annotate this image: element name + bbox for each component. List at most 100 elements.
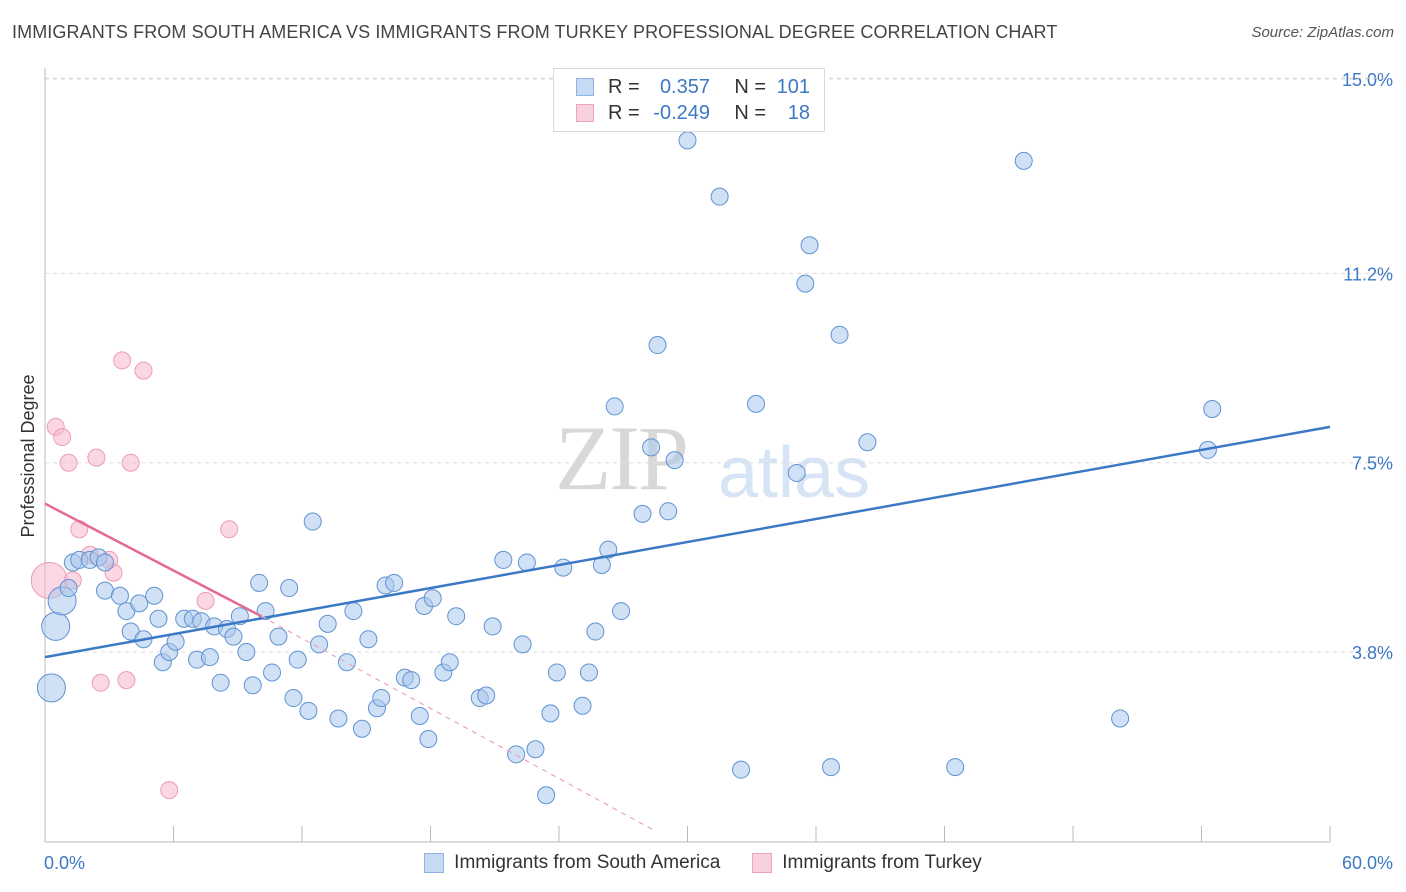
south-america-point [494, 550, 513, 569]
south-america-point [237, 643, 256, 661]
south-america-point [665, 451, 684, 470]
south-america-point [149, 609, 168, 628]
south-america-point [710, 187, 729, 206]
legend-n-label: N = [734, 75, 766, 98]
south-america-point [447, 607, 466, 626]
south-america-point [586, 622, 605, 641]
south-america-point [410, 706, 429, 725]
south-america-point [821, 758, 840, 777]
y-axis-label: Professional Degree [18, 374, 38, 537]
turkey-point [160, 781, 179, 800]
south-america-point [946, 758, 965, 777]
series-legend-south-america[interactable]: Immigrants from South America [424, 852, 720, 874]
legend-row-turkey: R = -0.249 N = 18 [576, 101, 810, 125]
south-america-point [284, 689, 303, 708]
south-america-point [732, 760, 751, 779]
south-america-point [830, 325, 849, 344]
south-america-point [95, 581, 114, 600]
south-america-point [145, 586, 164, 605]
south-america-point [211, 673, 230, 692]
legend-n-value: 101 [776, 75, 810, 98]
legend-row-south-america: R = 0.357 N = 101 [576, 75, 810, 99]
south-america-point [612, 602, 631, 621]
turkey-point [196, 591, 215, 610]
south-america-point [36, 673, 66, 703]
south-america-point [541, 704, 560, 723]
south-america-point [526, 740, 545, 759]
south-america-point [858, 433, 877, 452]
south-america-point [547, 663, 566, 682]
legend-r-value: 0.357 [659, 75, 710, 98]
turkey-point [117, 671, 136, 690]
south-america-point [337, 653, 356, 672]
south-america-point [110, 586, 129, 605]
chart-title: IMMIGRANTS FROM SOUTH AMERICA VS IMMIGRA… [12, 22, 1058, 42]
south-america-point [318, 614, 337, 633]
south-america-point [1203, 399, 1222, 418]
series-legend: Immigrants from South America Immigrants… [0, 852, 1406, 874]
south-america-point [678, 131, 697, 150]
south-america-point [372, 689, 391, 708]
south-america-point [280, 579, 299, 598]
south-america-point [642, 438, 661, 457]
south-america-point [787, 463, 806, 482]
series-swatch-blue [424, 853, 445, 873]
south-america-point [200, 648, 219, 667]
legend-n-value: 18 [787, 101, 810, 124]
south-america-point [288, 650, 307, 669]
south-america-point [352, 719, 371, 738]
series-legend-turkey[interactable]: Immigrants from Turkey [752, 852, 982, 874]
turkey-point [53, 428, 72, 447]
south-america-point [419, 729, 438, 748]
legend-r-label: R = [608, 75, 640, 98]
south-america-point [303, 512, 322, 531]
turkey-point [134, 361, 153, 380]
south-america-point [483, 617, 502, 636]
south-america-point [224, 627, 243, 646]
x-tick-label-max: 60.0% [1342, 853, 1393, 873]
legend-r-label: R = [608, 101, 640, 124]
turkey-point [59, 453, 78, 472]
turkey-point [87, 448, 106, 467]
turkey-point [91, 673, 110, 692]
south-america-point [310, 635, 329, 654]
y-tick-label: 11.2% [1343, 264, 1393, 284]
south-america-point [402, 671, 421, 690]
south-america-point [95, 553, 114, 572]
series-legend-label: Immigrants from South America [454, 852, 721, 873]
legend-r-value: -0.249 [653, 101, 710, 124]
south-america-point [440, 653, 459, 672]
x-tick-label-min: 0.0% [44, 853, 85, 873]
legend-swatch-blue [576, 78, 594, 96]
turkey-trendline-extension [261, 615, 656, 832]
south-america-trendline [44, 425, 1331, 659]
legend-swatch-pink [576, 104, 594, 122]
south-america-point [269, 627, 288, 646]
south-america-point [747, 394, 766, 413]
legend-n-label: N = [734, 101, 766, 124]
south-america-point [633, 504, 652, 523]
south-america-point [299, 701, 318, 720]
source-label: Source: ZipAtlas.com [1251, 24, 1394, 41]
y-tick-label: 15.0% [1342, 70, 1393, 90]
turkey-point [113, 351, 132, 370]
south-america-point [329, 709, 348, 728]
y-tick-label: 7.5% [1352, 454, 1393, 474]
south-america-point [573, 696, 592, 715]
south-america-point [599, 540, 618, 559]
south-america-point [1111, 709, 1130, 728]
series-legend-label: Immigrants from Turkey [782, 852, 982, 873]
south-america-point [243, 676, 262, 695]
south-america-point [507, 745, 526, 764]
south-america-point [359, 630, 378, 649]
south-america-point [659, 502, 678, 521]
south-america-point [554, 558, 573, 577]
turkey-point [220, 520, 239, 539]
south-america-point [130, 594, 149, 613]
south-america-point [41, 611, 71, 641]
south-america-point [344, 602, 363, 621]
south-america-point [800, 236, 819, 255]
south-america-point [517, 553, 536, 572]
south-america-point [796, 274, 815, 293]
